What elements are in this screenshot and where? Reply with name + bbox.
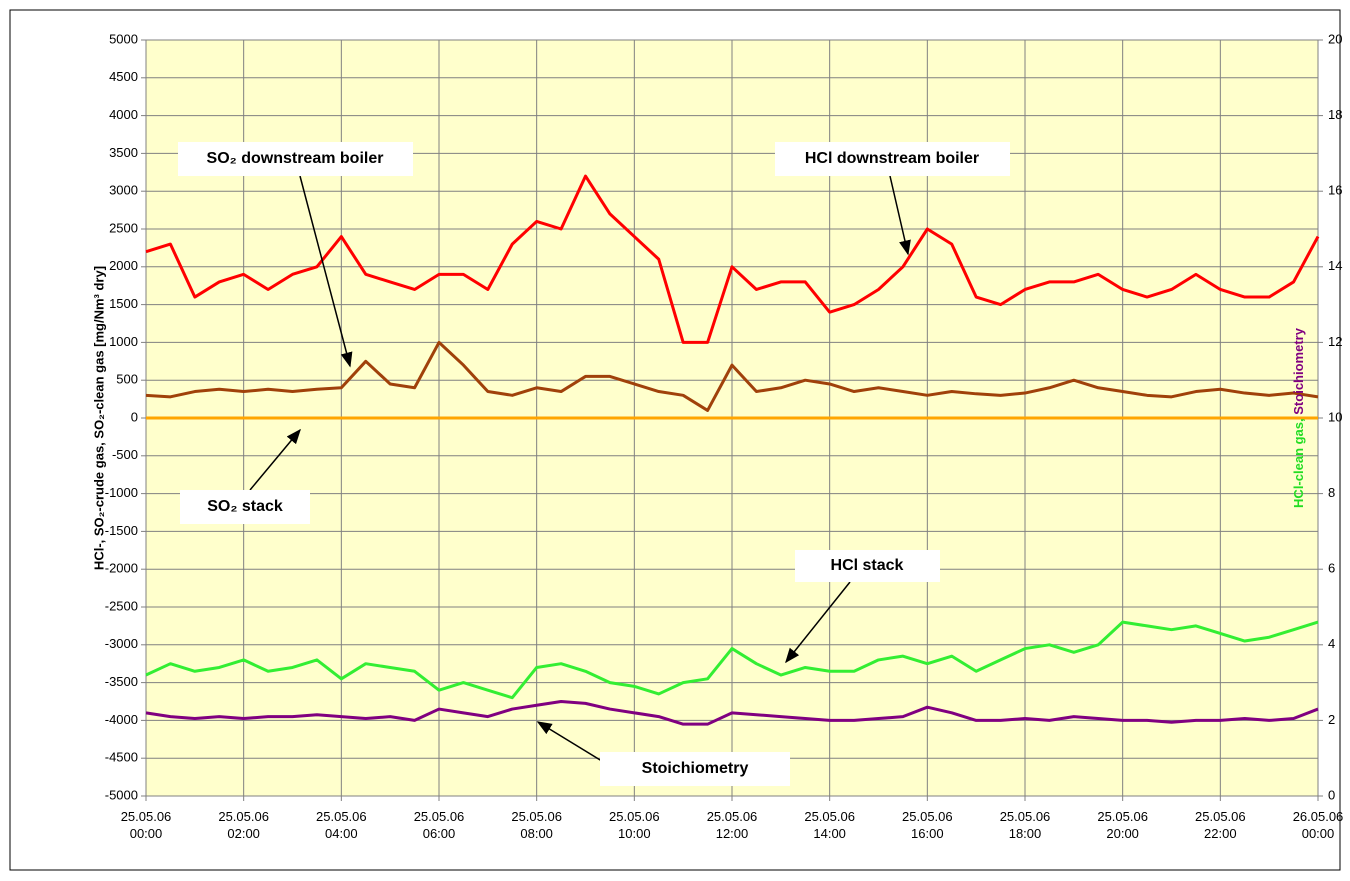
arrow [785,581,851,664]
y-tick-label: -2000 [105,561,138,576]
series-line [145,700,1319,726]
y2-tick-label: 0 [1328,787,1335,802]
y-tick-label: 1000 [109,334,138,349]
x-tick-label: 25.05.06 00:00 [120,809,172,841]
annotation: HCl stack [831,557,904,574]
y-tick-label: 3500 [109,145,138,160]
y2-tick-label: 16 [1328,183,1342,198]
x-tick-label: 25.05.06 10:00 [609,809,660,841]
y2-axis-label: HCl-clean gas, Stoichiometry [1291,327,1306,508]
y2-tick-label: 4 [1328,636,1335,651]
y-tick-label: -5000 [105,787,138,802]
y-tick-label: -1500 [105,523,138,538]
y-tick-label: 4500 [109,69,138,84]
x-tick-label: 25.05.06 22:00 [1195,809,1246,841]
x-tick-label: 25.05.06 14:00 [804,809,855,841]
y2-tick-label: 2 [1328,712,1335,727]
arrow [249,428,301,491]
arrow [889,175,911,256]
y-tick-label: -4500 [105,750,138,765]
y2-tick-label: 8 [1328,485,1335,500]
annotation: HCl downstream boiler [805,150,979,167]
y2-tick-label: 6 [1328,561,1335,576]
y-tick-label: 4000 [109,107,138,122]
y-tick-label: 2500 [109,220,138,235]
annotation-box [600,752,790,786]
annotation: SO₂ stack [207,498,283,515]
y-tick-label: 5000 [109,31,138,46]
series-line [145,174,1320,344]
x-tick-label: 25.05.06 08:00 [511,809,562,841]
y2-tick-label: 12 [1328,334,1342,349]
y-tick-label: 2000 [109,258,138,273]
x-tick-label: 25.05.06 06:00 [413,809,465,841]
x-tick-label: 25.05.06 20:00 [1097,809,1148,841]
annotation-box [180,490,310,524]
x-tick-label: 26.05.06 00:00 [1292,809,1344,841]
y-tick-label: -500 [112,447,138,462]
y2-tick-label: 18 [1328,107,1342,122]
annotation: SO₂ downstream boiler [207,150,384,167]
series-line [145,340,1319,412]
x-tick-label: 25.05.06 04:00 [316,809,367,841]
y2-label-part: HCl-clean gas, [1291,418,1306,508]
y2-label-part: Stoichiometry [1291,327,1306,414]
y2-tick-label: 20 [1328,31,1342,46]
y-tick-label: -2500 [105,598,138,613]
y-tick-label: -4000 [105,712,138,727]
y-axis-label: HCl-, SO₂-crude gas, SO₂-clean gas [mg/N… [91,266,106,570]
x-tick-label: 25.05.06 12:00 [706,809,758,841]
y-tick-label: -3500 [105,674,138,689]
y-tick-label: -1000 [105,485,138,500]
y2-tick-label: 10 [1328,409,1342,424]
annotation: Stoichiometry [642,760,749,777]
y-tick-label: 1500 [109,296,138,311]
x-tick-label: 25.05.06 18:00 [999,809,1051,841]
annotation-box [775,142,1010,176]
y-tick-label: 500 [116,372,138,387]
annotation-box [178,142,413,176]
y-tick-label: 0 [131,409,138,424]
annotations: SO₂ downstream boiler HCl downstream boi… [178,142,1010,786]
y-tick-label: -3000 [105,636,138,651]
arrow [536,721,611,767]
y-tick-label: 3000 [109,183,138,198]
annotation-box [795,550,940,582]
y2-tick-label: 14 [1328,258,1342,273]
x-tick-label: 25.05.06 02:00 [218,809,269,841]
series-line [145,620,1319,700]
x-tick-label: 25.05.06 16:00 [902,809,953,841]
arrow [299,175,353,368]
